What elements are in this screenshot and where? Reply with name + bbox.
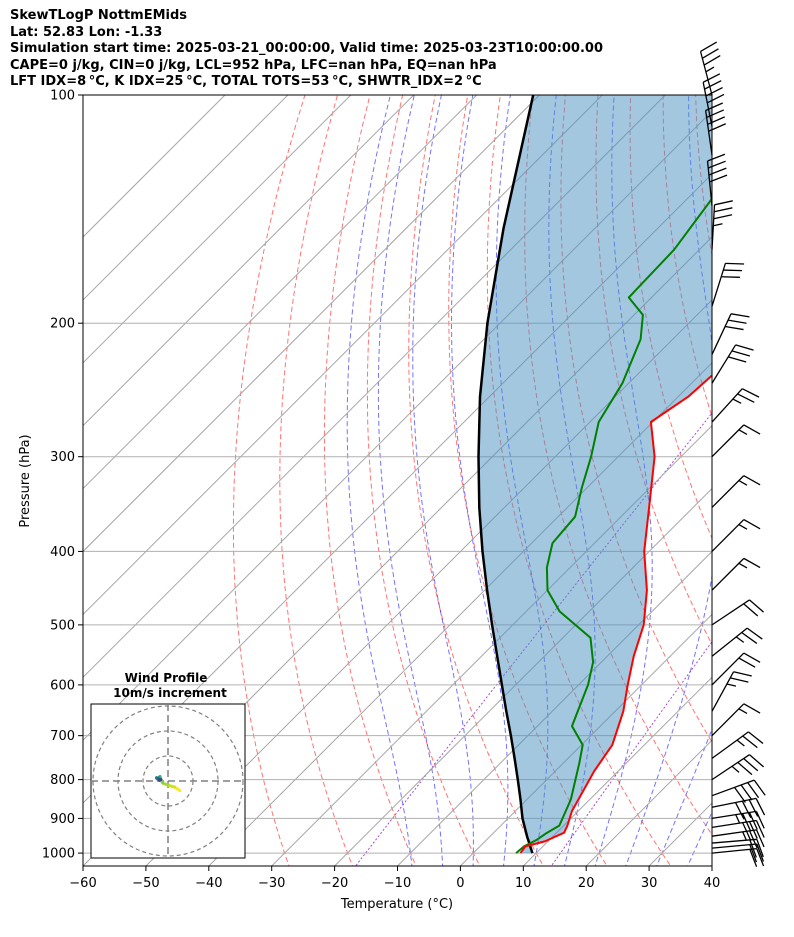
cape-shading bbox=[478, 95, 712, 854]
wind-barb bbox=[711, 829, 765, 849]
wind-barb bbox=[711, 557, 761, 591]
wind-barb bbox=[706, 153, 728, 206]
isotherm bbox=[83, 95, 541, 553]
moist-adiabat bbox=[656, 727, 712, 866]
wind-barb bbox=[711, 810, 765, 831]
dry-adiabat bbox=[323, 95, 417, 866]
hodograph-title: Wind Profile bbox=[125, 671, 208, 685]
wind-barb bbox=[711, 843, 765, 863]
wind-barb bbox=[711, 200, 733, 250]
moist-adiabat bbox=[687, 810, 712, 866]
y-tick-label: 100 bbox=[50, 89, 75, 104]
wind-barb bbox=[711, 475, 761, 508]
isotherm bbox=[83, 95, 415, 427]
y-tick-label: 700 bbox=[50, 729, 75, 744]
profile-lines bbox=[477, 95, 712, 854]
wind-barbs bbox=[699, 41, 766, 867]
x-tick-label: −40 bbox=[195, 876, 222, 891]
x-tick-label: −60 bbox=[69, 876, 96, 891]
y-tick-label: 900 bbox=[50, 812, 75, 827]
dry-adiabat bbox=[366, 95, 481, 866]
wind-barb bbox=[711, 652, 761, 686]
hodograph-subtitle: 10m/s increment bbox=[113, 686, 227, 700]
x-tick-label: −50 bbox=[132, 876, 159, 891]
dewpoint-line bbox=[515, 196, 712, 854]
x-tick-label: 10 bbox=[515, 876, 532, 891]
wind-barb bbox=[711, 731, 764, 759]
wind-barb bbox=[711, 779, 766, 803]
moist-adiabat bbox=[377, 95, 444, 866]
wind-barb bbox=[702, 73, 725, 127]
y-axis-label: Pressure (hPa) bbox=[18, 434, 33, 527]
hodograph-inset: Wind Profile 10m/s increment bbox=[90, 671, 246, 859]
isotherm bbox=[83, 95, 289, 301]
y-tick-label: 800 bbox=[50, 773, 75, 788]
x-tick-label: 20 bbox=[578, 876, 595, 891]
wind-barb bbox=[699, 41, 721, 96]
y-tick-label: 600 bbox=[50, 678, 75, 693]
time-line: Simulation start time: 2025-03-21_00:00:… bbox=[10, 41, 603, 56]
dry-adiabat bbox=[790, 60, 794, 884]
isotherm bbox=[333, 487, 712, 866]
chart-title: SkewTLogP NottmEMids bbox=[10, 8, 188, 23]
temperature-line bbox=[519, 374, 712, 854]
wind-barb bbox=[711, 627, 763, 657]
wind-barb bbox=[711, 703, 761, 737]
dry-adiabat bbox=[560, 95, 712, 744]
wind-barb bbox=[711, 519, 761, 552]
cape-cin-area bbox=[478, 95, 712, 854]
wind-barb bbox=[711, 819, 765, 840]
x-tick-label: 0 bbox=[456, 876, 464, 891]
y-tick-label: 400 bbox=[50, 545, 75, 560]
dry-adiabat bbox=[524, 95, 712, 836]
x-axis: −60 −50 −40 −30 −20 −10 0 10 20 30 40 bbox=[69, 866, 720, 891]
x-tick-label: −10 bbox=[384, 876, 411, 891]
dry-adiabat bbox=[758, 60, 794, 884]
dry-adiabat bbox=[232, 95, 306, 866]
isotherm bbox=[83, 95, 478, 490]
wind-barb bbox=[711, 838, 764, 858]
y-tick-label: 500 bbox=[50, 618, 75, 633]
isotherm bbox=[83, 95, 226, 238]
wind-barb bbox=[711, 847, 765, 867]
wind-barb bbox=[711, 754, 765, 781]
isotherm bbox=[83, 95, 352, 364]
wind-barb bbox=[711, 388, 760, 423]
parcel-line bbox=[477, 95, 535, 854]
indices-line-2: LFT IDX=8 °C, K IDX=25 °C, TOTAL TOTS=53… bbox=[10, 74, 482, 89]
x-tick-label: −20 bbox=[321, 876, 348, 891]
wind-barb bbox=[711, 599, 765, 626]
y-tick-label: 1000 bbox=[42, 847, 75, 862]
wind-barb bbox=[711, 671, 752, 712]
isotherm bbox=[756, 60, 794, 884]
chart-header: SkewTLogP NottmEMids Lat: 52.83 Lon: -1.… bbox=[10, 8, 603, 91]
hodograph-segment bbox=[158, 778, 163, 782]
isotherm bbox=[270, 424, 712, 866]
isotherm bbox=[83, 95, 604, 616]
isotherm bbox=[585, 739, 712, 866]
y-tick-label: 200 bbox=[50, 317, 75, 332]
moist-adiabat bbox=[412, 95, 474, 866]
wind-barb bbox=[711, 344, 754, 384]
wind-barb bbox=[711, 797, 766, 820]
dry-adiabat bbox=[279, 95, 354, 866]
y-axis: 100 200 300 400 500 600 700 800 900 1000 bbox=[42, 89, 83, 862]
wind-barb bbox=[711, 262, 745, 307]
wind-barb bbox=[711, 313, 750, 355]
location-line: Lat: 52.83 Lon: -1.33 bbox=[10, 24, 163, 40]
wind-barb bbox=[711, 424, 761, 458]
y-tick-label: 300 bbox=[50, 450, 75, 465]
isotherm bbox=[522, 676, 712, 866]
x-axis-label: Temperature (°C) bbox=[340, 897, 453, 912]
x-tick-label: 40 bbox=[704, 876, 721, 891]
dry-adiabat bbox=[727, 60, 794, 884]
x-tick-label: 30 bbox=[641, 876, 658, 891]
indices-line-1: CAPE=0 j/kg, CIN=0 j/kg, LCL=952 hPa, LF… bbox=[10, 57, 497, 73]
x-tick-label: −30 bbox=[258, 876, 285, 891]
